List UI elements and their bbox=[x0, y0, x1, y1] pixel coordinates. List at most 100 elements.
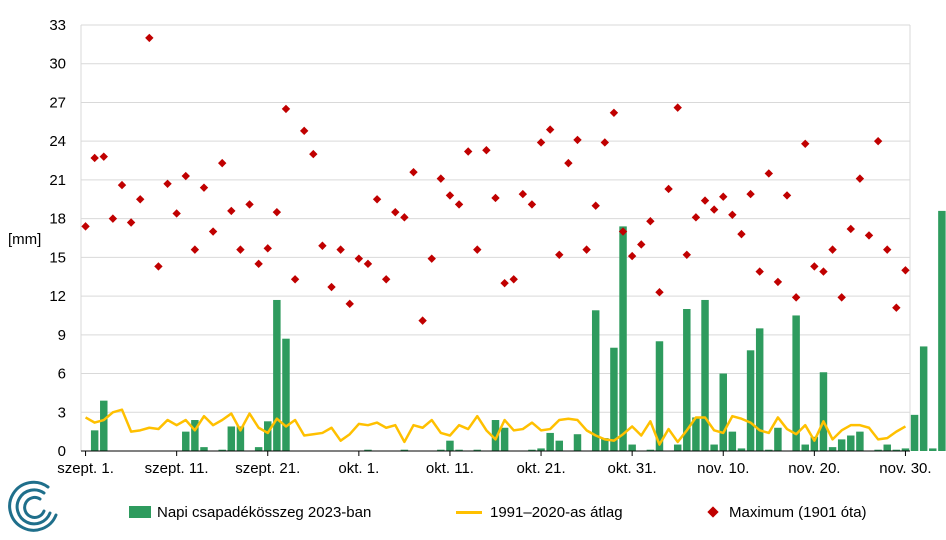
bar bbox=[883, 444, 891, 451]
y-axis-label: [mm] bbox=[8, 231, 41, 248]
y-tick-label: 15 bbox=[49, 249, 66, 266]
max-point bbox=[873, 136, 883, 146]
bar bbox=[601, 438, 609, 451]
legend: Napi csapadékösszeg 2023-ban 1991–2020-a… bbox=[0, 500, 946, 524]
gridlines bbox=[80, 24, 911, 451]
max-point bbox=[327, 282, 336, 292]
max-point bbox=[627, 251, 637, 261]
legend-bar-swatch bbox=[129, 506, 151, 518]
x-tick-label: nov. 10. bbox=[697, 460, 749, 477]
max-point bbox=[728, 210, 737, 219]
bar bbox=[673, 444, 682, 451]
bar bbox=[218, 449, 226, 451]
max-point bbox=[782, 191, 792, 200]
y-axis-ticks: 0 3 6 9 12 15 18 21 24 27 30 33 bbox=[49, 17, 66, 460]
max-point bbox=[573, 135, 582, 145]
legend-item-bar: Napi csapadékösszeg 2023-ban bbox=[129, 500, 371, 524]
max-point bbox=[254, 259, 263, 269]
max-point bbox=[901, 266, 910, 275]
max-point bbox=[855, 174, 865, 183]
max-point bbox=[655, 288, 664, 297]
max-point bbox=[755, 267, 764, 276]
bar bbox=[491, 420, 500, 451]
bar bbox=[546, 432, 554, 451]
max-point bbox=[791, 293, 801, 302]
y-tick-label: 6 bbox=[58, 366, 66, 383]
bar bbox=[500, 427, 509, 451]
max-point bbox=[764, 169, 773, 178]
bar bbox=[683, 309, 691, 451]
max-point bbox=[609, 108, 619, 117]
bar bbox=[892, 449, 901, 451]
max-point bbox=[208, 227, 218, 236]
max-point bbox=[682, 250, 692, 259]
bar-series bbox=[90, 210, 946, 451]
y-tick-label: 9 bbox=[58, 327, 66, 344]
legend-scatter-swatch bbox=[707, 506, 719, 518]
max-point bbox=[518, 189, 528, 199]
max-point bbox=[509, 275, 518, 284]
max-point bbox=[81, 222, 90, 231]
line-series bbox=[84, 408, 907, 446]
max-point bbox=[801, 139, 810, 148]
max-point bbox=[218, 158, 227, 168]
x-tick-label: szept. 11. bbox=[145, 460, 209, 477]
x-tick-label: okt. 1. bbox=[338, 460, 379, 477]
max-point bbox=[381, 275, 391, 284]
y-tick-label: 33 bbox=[49, 17, 66, 34]
max-point bbox=[664, 184, 673, 194]
bar bbox=[591, 310, 600, 451]
max-point bbox=[90, 153, 99, 163]
bar bbox=[847, 435, 855, 451]
bar bbox=[364, 449, 372, 451]
max-point bbox=[545, 125, 555, 134]
x-tick-label: okt. 31. bbox=[608, 460, 657, 477]
max-point bbox=[864, 231, 874, 240]
max-point bbox=[691, 213, 701, 222]
bar bbox=[473, 449, 482, 451]
bar bbox=[227, 426, 236, 451]
max-point bbox=[318, 241, 327, 250]
y-tick-label: 3 bbox=[58, 404, 66, 421]
bar bbox=[528, 449, 536, 451]
max-point bbox=[673, 103, 682, 112]
bar bbox=[801, 444, 809, 451]
bar bbox=[455, 449, 463, 451]
max-point bbox=[737, 229, 746, 239]
max-point bbox=[445, 191, 455, 200]
bar bbox=[182, 431, 190, 451]
legend-item-line: 1991–2020-as átlag bbox=[456, 500, 623, 524]
max-point bbox=[181, 171, 190, 181]
x-tick-label: szept. 21. bbox=[235, 460, 300, 477]
max-point bbox=[883, 245, 892, 254]
bar bbox=[646, 449, 655, 451]
max-point bbox=[618, 227, 628, 236]
y-tick-label: 0 bbox=[58, 443, 66, 460]
bar bbox=[874, 449, 882, 451]
max-point bbox=[227, 206, 236, 216]
max-point bbox=[700, 196, 710, 205]
legend-line-swatch bbox=[456, 510, 482, 514]
max-point bbox=[145, 33, 154, 43]
bar bbox=[746, 350, 755, 451]
max-point bbox=[773, 277, 783, 287]
bar bbox=[191, 420, 199, 451]
max-point bbox=[463, 147, 473, 156]
max-point bbox=[154, 262, 163, 271]
max-point bbox=[354, 254, 364, 263]
bar bbox=[446, 440, 454, 451]
bar bbox=[728, 431, 737, 451]
max-point bbox=[336, 245, 345, 254]
max-point bbox=[591, 201, 600, 210]
bar bbox=[792, 315, 800, 451]
max-point bbox=[527, 200, 537, 209]
max-point bbox=[846, 224, 855, 234]
bar bbox=[264, 421, 272, 451]
x-tick-label: okt. 11. bbox=[426, 460, 474, 477]
y-tick-label: 30 bbox=[49, 56, 66, 73]
max-point bbox=[117, 180, 127, 190]
max-point bbox=[272, 207, 282, 217]
max-point bbox=[263, 244, 272, 253]
x-tick-label: nov. 30. bbox=[879, 460, 931, 477]
